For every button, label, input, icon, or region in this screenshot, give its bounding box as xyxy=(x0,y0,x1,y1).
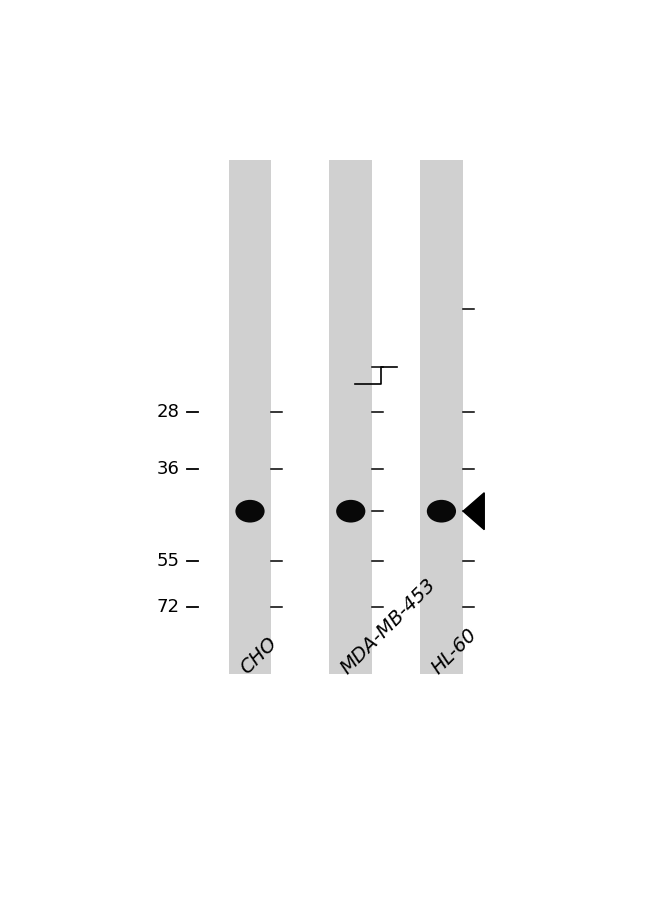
Text: 72: 72 xyxy=(157,598,179,616)
Ellipse shape xyxy=(427,500,456,522)
Ellipse shape xyxy=(235,500,265,522)
Text: HL-60: HL-60 xyxy=(428,625,481,678)
Text: MDA-MB-453: MDA-MB-453 xyxy=(337,575,440,678)
Ellipse shape xyxy=(336,500,365,522)
Bar xyxy=(420,160,463,674)
Text: 36: 36 xyxy=(157,460,179,478)
Bar xyxy=(330,160,372,674)
Text: 55: 55 xyxy=(157,552,179,570)
Text: CHO: CHO xyxy=(237,634,281,678)
Text: 28: 28 xyxy=(157,402,179,421)
Polygon shape xyxy=(463,493,484,530)
Bar xyxy=(229,160,272,674)
